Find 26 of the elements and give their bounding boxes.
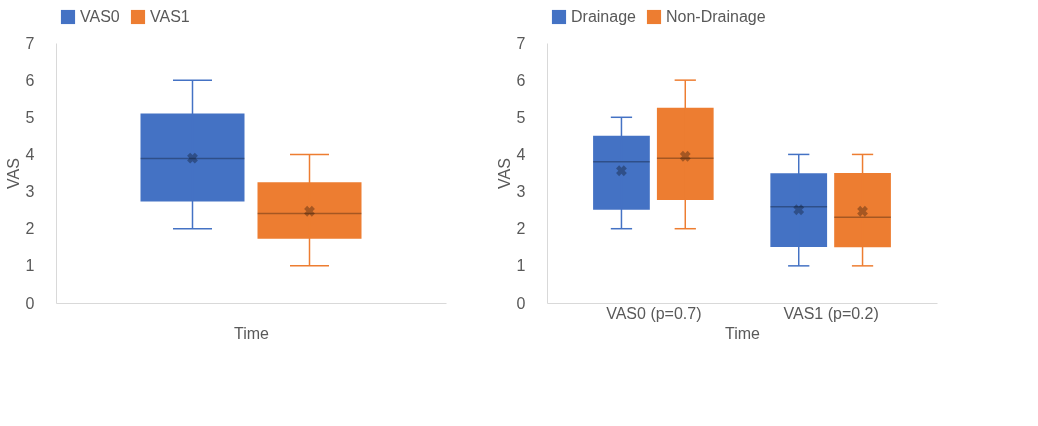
y-tick-label: 7 [25,34,35,52]
legend-label: VAS0 [80,8,120,25]
y-tick-label: 5 [516,108,526,126]
y-tick-label: 0 [516,294,526,312]
y-tick-label: 1 [516,257,526,275]
y-tick-label: 0 [25,294,35,312]
legend-label: VAS1 [150,8,190,25]
y-tick-label: 4 [516,145,526,163]
y-tick-label: 6 [25,71,35,89]
x-tick-label: VAS1 (p=0.2) [783,304,879,322]
y-axis-title: VAS [495,158,513,189]
legend-label: Non-Drainage [666,8,766,25]
x-tick-label: VAS0 (p=0.7) [606,304,702,322]
y-tick-label: 4 [25,145,35,163]
legend-label: Drainage [571,8,637,25]
y-tick-label: 5 [25,108,35,126]
y-tick-label: 7 [516,34,526,52]
y-tick-label: 2 [25,220,35,238]
x-axis-title: Time [234,324,270,342]
y-tick-label: 3 [516,183,526,201]
x-axis-title: Time [725,324,761,342]
y-tick-label: 6 [516,71,526,89]
y-tick-label: 3 [25,183,35,201]
y-axis-title: VAS [4,158,22,189]
y-tick-label: 1 [25,257,35,275]
y-tick-label: 2 [516,220,526,238]
